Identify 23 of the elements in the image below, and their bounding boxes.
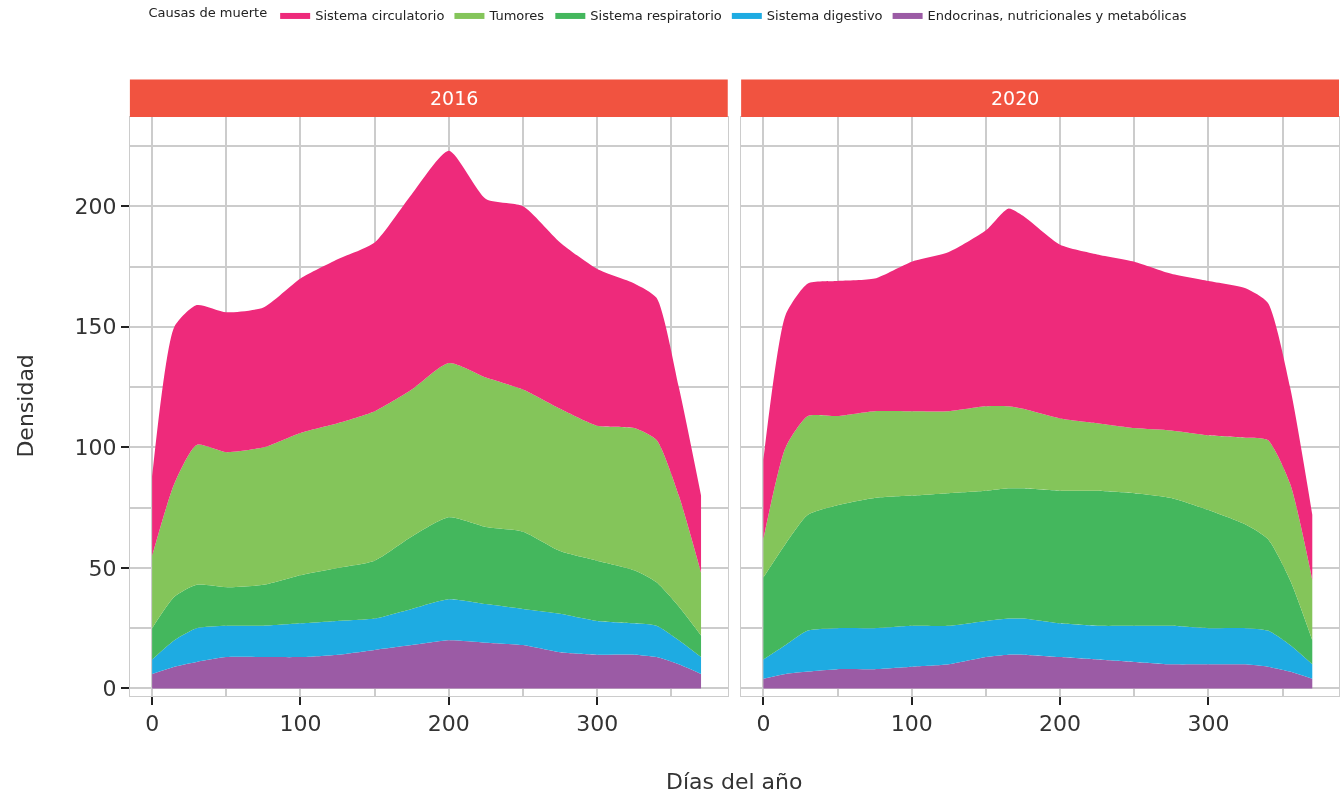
- y-tick-label: 150: [74, 314, 117, 340]
- y-tick-label: 50: [88, 555, 117, 581]
- legend-label: Sistema digestivo: [766, 8, 883, 24]
- y-axis-title: Densidad: [12, 354, 38, 458]
- x-tick-label: 200: [1039, 711, 1082, 737]
- y-tick-label: 0: [102, 676, 117, 702]
- x-tick-label: 0: [756, 711, 771, 737]
- legend-title: Causas de muerte: [148, 4, 268, 20]
- y-tick-label: 100: [74, 435, 117, 461]
- x-tick-label: 200: [427, 711, 470, 737]
- x-tick-label: 300: [1187, 711, 1230, 737]
- chart-title: 2020: [991, 87, 1040, 109]
- legend-label: Endocrinas, nutricionales y metabólicas: [927, 8, 1187, 24]
- chart-title: 2016: [430, 87, 479, 109]
- y-tick-label: 200: [74, 193, 117, 219]
- x-tick-label: 0: [145, 711, 160, 737]
- legend-label: Sistema respiratorio: [590, 8, 722, 24]
- x-tick-label: 100: [279, 711, 322, 737]
- legend-label: Sistema circulatorio: [315, 8, 445, 24]
- x-tick-label: 100: [890, 711, 933, 737]
- x-axis-title: Días del año: [666, 769, 803, 794]
- legend-label: Tumores: [488, 8, 545, 24]
- x-tick-label: 300: [576, 711, 619, 737]
